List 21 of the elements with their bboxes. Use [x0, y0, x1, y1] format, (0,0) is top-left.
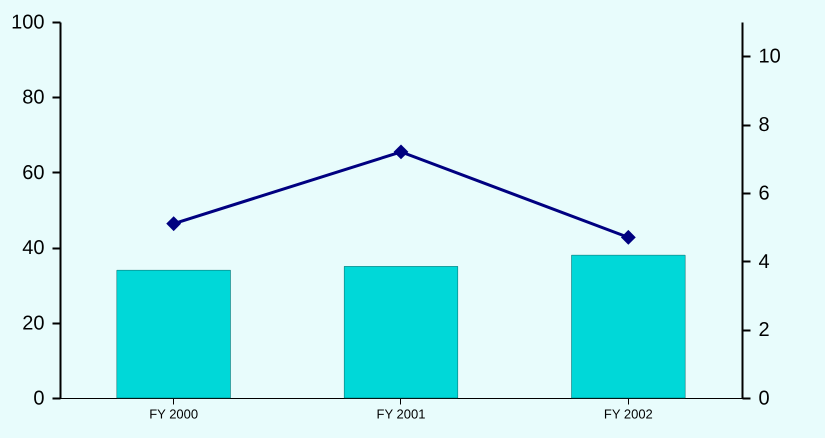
x-tick-label: FY 2001	[376, 406, 426, 422]
y2-tick-label: 4	[758, 250, 770, 273]
y2-tick-label: 2	[758, 319, 770, 342]
y-tick-label: 60	[22, 162, 44, 184]
point	[394, 144, 408, 160]
bar	[116, 270, 231, 398]
bar	[344, 266, 458, 398]
bar	[571, 254, 686, 398]
y-tick-label: 40	[22, 237, 44, 260]
y2-tick-label: 6	[758, 182, 770, 204]
point	[620, 230, 636, 245]
y-tick-label: 0	[33, 388, 44, 410]
y-tick-label: 20	[22, 312, 44, 334]
x-tick-label: FY 2002	[604, 406, 653, 422]
point	[166, 216, 182, 232]
x-tick-label: FY 2000	[149, 406, 198, 422]
y-tick-label: 100	[11, 12, 44, 34]
y2-tick-label: 0	[758, 388, 770, 410]
y2-tick-label: 8	[758, 114, 770, 136]
y-tick-label: 80	[22, 86, 44, 109]
y2-tick-label: 10	[758, 46, 781, 68]
